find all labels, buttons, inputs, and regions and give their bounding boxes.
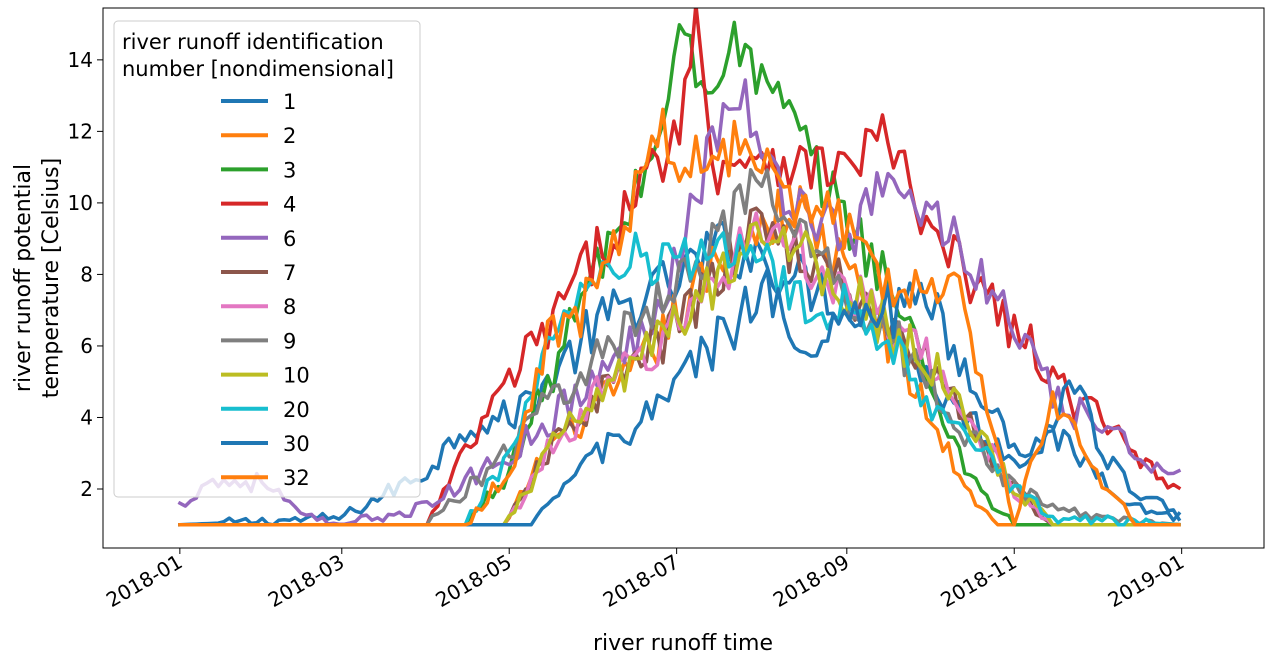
legend-label-32: 32 (283, 466, 310, 490)
legend-title-line-2: number [nondimensional] (122, 57, 394, 81)
legend-title-line-1: river runoff identification (122, 30, 384, 54)
x-tick-label-2018-01: 2018-01 (102, 550, 186, 613)
x-tick-label-2018-03: 2018-03 (264, 550, 348, 613)
legend-label-8: 8 (283, 295, 296, 319)
y-tick-label-8: 8 (80, 262, 93, 286)
legend-label-20: 20 (283, 398, 310, 422)
legend-label-7: 7 (283, 261, 296, 285)
legend-label-10: 10 (283, 364, 310, 388)
y-tick-label-6: 6 (80, 334, 93, 358)
y-axis-label: river runoff potential temperature [Cels… (11, 158, 64, 398)
legend-box (113, 20, 421, 498)
legend-label-30: 30 (283, 432, 310, 456)
series-line-1 (178, 220, 1182, 527)
legend-label-1: 1 (283, 90, 296, 114)
plot-area (177, 8, 1182, 527)
legend-label-9: 9 (283, 329, 296, 353)
x-tick-label-2019-01: 2019-01 (1104, 550, 1188, 613)
y-tick-label-4: 4 (80, 405, 93, 429)
series-lines (177, 8, 1182, 527)
legend-label-2: 2 (283, 124, 296, 148)
axes-frame (102, 7, 1265, 549)
legend-label-6: 6 (283, 227, 296, 251)
x-axis-label: river runoff time (593, 631, 773, 656)
legend: river runoff identification number [nond… (113, 20, 421, 498)
y-tick-label-12: 12 (68, 119, 93, 143)
series-line-32 (178, 107, 1181, 527)
x-tick-label-2018-09: 2018-09 (769, 550, 853, 613)
y-axis-label-line-1: river runoff potential (11, 164, 36, 392)
legend-entries: 1 2 3 4 6 7 8 9 10 20 30 32 (221, 90, 310, 490)
x-tick-label-2018-11: 2018-11 (936, 550, 1020, 613)
y-tick-label-14: 14 (68, 48, 93, 72)
legend-label-3: 3 (283, 158, 296, 182)
y-axis-label-line-2: temperature [Celsius] (39, 158, 64, 398)
x-tick-label-2018-07: 2018-07 (599, 550, 683, 613)
y-tick-label-2: 2 (80, 477, 93, 501)
y-tick-label-10: 10 (68, 191, 93, 215)
legend-label-4: 4 (283, 193, 296, 217)
x-tick-label-2018-05: 2018-05 (431, 550, 515, 613)
